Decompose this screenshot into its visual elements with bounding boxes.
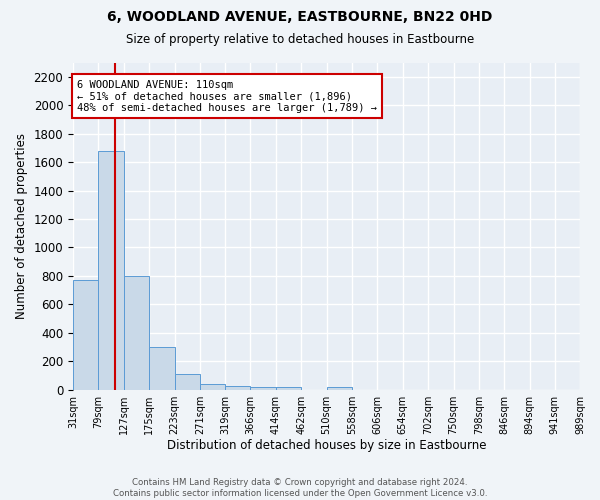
Bar [250,386,276,390]
Bar [98,150,124,390]
Bar [226,386,250,390]
Y-axis label: Number of detached properties: Number of detached properties [15,133,28,319]
Bar [124,276,149,390]
Bar [73,280,98,390]
Bar [200,384,226,390]
Text: 6 WOODLAND AVENUE: 110sqm
← 51% of detached houses are smaller (1,896)
48% of se: 6 WOODLAND AVENUE: 110sqm ← 51% of detac… [77,80,377,113]
Bar [276,387,301,390]
Text: 6, WOODLAND AVENUE, EASTBOURNE, BN22 0HD: 6, WOODLAND AVENUE, EASTBOURNE, BN22 0HD [107,10,493,24]
X-axis label: Distribution of detached houses by size in Eastbourne: Distribution of detached houses by size … [167,440,486,452]
Bar [149,347,175,390]
Text: Contains HM Land Registry data © Crown copyright and database right 2024.
Contai: Contains HM Land Registry data © Crown c… [113,478,487,498]
Bar [175,374,200,390]
Text: Size of property relative to detached houses in Eastbourne: Size of property relative to detached ho… [126,32,474,46]
Bar [326,386,352,390]
